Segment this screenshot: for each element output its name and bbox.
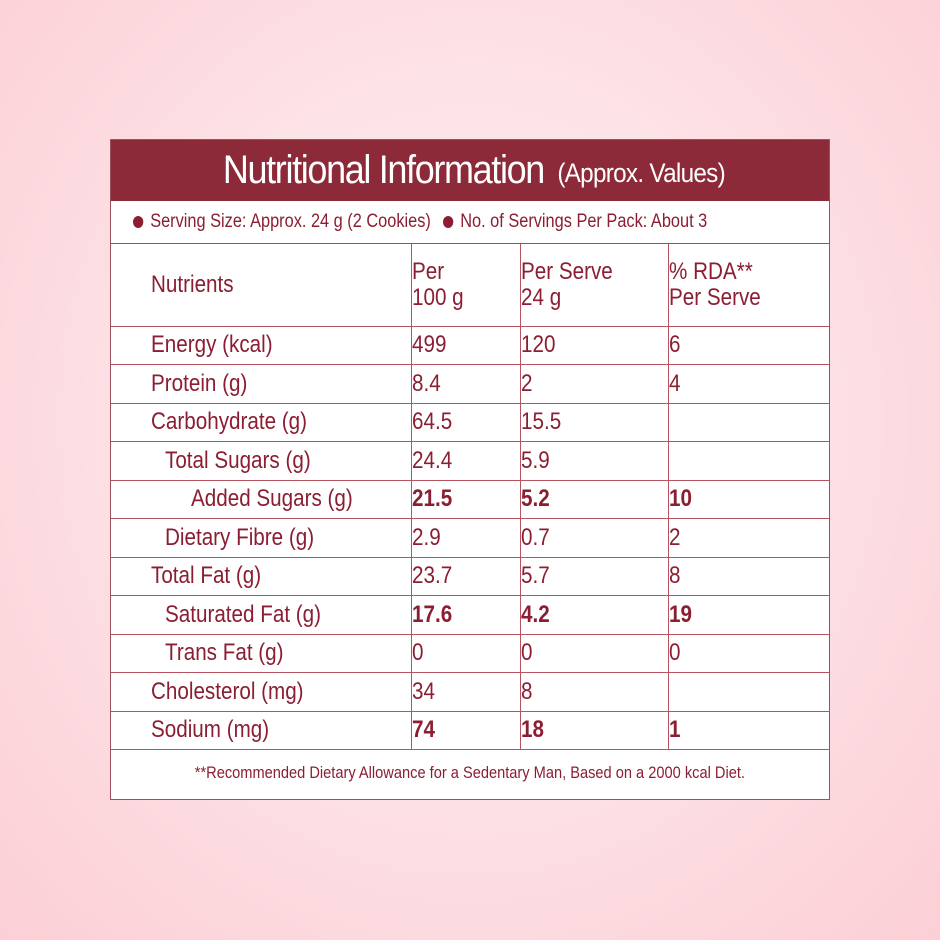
servings-per-pack: No. of Servings Per Pack: About 3	[443, 211, 708, 233]
value-rda: 0	[667, 634, 829, 673]
value-rda	[667, 672, 829, 712]
table-row: Carbohydrate (g) 64.5 15.5	[111, 403, 829, 442]
value-rda: 2	[667, 518, 829, 558]
header-nutrients: Nutrients	[111, 244, 412, 327]
value-rda: 19	[667, 595, 829, 635]
title-bar: Nutritional Information (Approx. Values)	[111, 140, 829, 201]
value-per-100g: 0	[410, 634, 521, 673]
value-per-100g: 2.9	[410, 518, 521, 558]
value-per-100g: 499	[410, 326, 521, 365]
nutrient-name: Saturated Fat (g)	[111, 595, 412, 635]
value-per-100g: 24.4	[410, 441, 521, 481]
nutrient-name: Carbohydrate (g)	[111, 403, 412, 442]
nutrient-name: Added Sugars (g)	[111, 480, 412, 519]
value-rda	[667, 403, 829, 442]
value-per-100g: 23.7	[410, 557, 521, 596]
value-per-100g: 21.5	[410, 480, 521, 519]
nutrient-name: Protein (g)	[111, 364, 412, 404]
nutrient-name: Trans Fat (g)	[111, 634, 412, 673]
value-per-serve: 18	[519, 711, 669, 750]
value-per-serve: 15.5	[519, 403, 669, 442]
title-suffix: (Approx. Values)	[557, 158, 726, 188]
title-main: Nutritional Information	[223, 148, 545, 192]
value-rda: 8	[667, 557, 829, 596]
table-row: Trans Fat (g) 0 0 0	[111, 634, 829, 673]
nutrient-name: Dietary Fibre (g)	[111, 518, 412, 558]
value-per-100g: 34	[410, 672, 521, 712]
value-rda	[667, 441, 829, 481]
value-per-100g: 64.5	[410, 403, 521, 442]
nutrition-panel: Nutritional Information (Approx. Values)…	[110, 139, 830, 800]
table-row: Saturated Fat (g) 17.6 4.2 19	[111, 595, 829, 635]
value-per-serve: 2	[519, 364, 669, 404]
nutrient-name: Sodium (mg)	[111, 711, 412, 750]
value-per-100g: 8.4	[410, 364, 521, 404]
bullet-icon	[443, 216, 454, 228]
value-per-100g: 17.6	[410, 595, 521, 635]
value-per-serve: 5.7	[519, 557, 669, 596]
table-row: Added Sugars (g) 21.5 5.2 10	[111, 480, 829, 519]
table-row: Cholesterol (mg) 34 8	[111, 672, 829, 712]
servings-per-pack-text: No. of Servings Per Pack: About 3	[460, 211, 708, 232]
value-per-serve: 4.2	[519, 595, 669, 635]
header-per-serve: Per Serve 24 g	[519, 244, 669, 327]
nutrient-name: Cholesterol (mg)	[111, 672, 412, 712]
value-rda: 1	[667, 711, 829, 750]
value-per-serve: 0.7	[519, 518, 669, 558]
table-row: Energy (kcal) 499 120 6	[111, 326, 829, 365]
table-row: Total Sugars (g) 24.4 5.9	[111, 441, 829, 481]
table-row: Total Fat (g) 23.7 5.7 8	[111, 557, 829, 596]
table-row: Sodium (mg) 74 18 1	[111, 711, 829, 750]
nutrient-name: Total Sugars (g)	[111, 441, 412, 481]
table-row: Protein (g) 8.4 2 4	[111, 364, 829, 404]
nutrient-name: Energy (kcal)	[111, 326, 412, 365]
serving-size-text: Serving Size: Approx. 24 g (2 Cookies)	[150, 211, 431, 232]
value-per-100g: 74	[410, 711, 521, 750]
serving-info: Serving Size: Approx. 24 g (2 Cookies) N…	[111, 201, 829, 244]
value-per-serve: 0	[519, 634, 669, 673]
table-header-row: Nutrients Per 100 g Per Serve 24 g % RDA**…	[111, 244, 829, 327]
nutrition-table: Nutrients Per 100 g Per Serve 24 g % RDA**…	[111, 244, 829, 750]
footnote: **Recommended Dietary Allowance for a Se…	[194, 763, 746, 782]
value-per-serve: 5.2	[519, 480, 669, 519]
value-per-serve: 8	[519, 672, 669, 712]
table-row: Dietary Fibre (g) 2.9 0.7 2	[111, 518, 829, 558]
value-per-serve: 120	[519, 326, 669, 365]
header-rda: % RDA** Per Serve	[667, 244, 829, 327]
nutrient-name: Total Fat (g)	[111, 557, 412, 596]
serving-size: Serving Size: Approx. 24 g (2 Cookies)	[133, 211, 431, 233]
value-rda: 6	[667, 326, 829, 365]
value-per-serve: 5.9	[519, 441, 669, 481]
value-rda: 10	[667, 480, 829, 519]
bullet-icon	[133, 216, 144, 228]
header-per-100g: Per 100 g	[410, 244, 521, 327]
value-rda: 4	[667, 364, 829, 404]
